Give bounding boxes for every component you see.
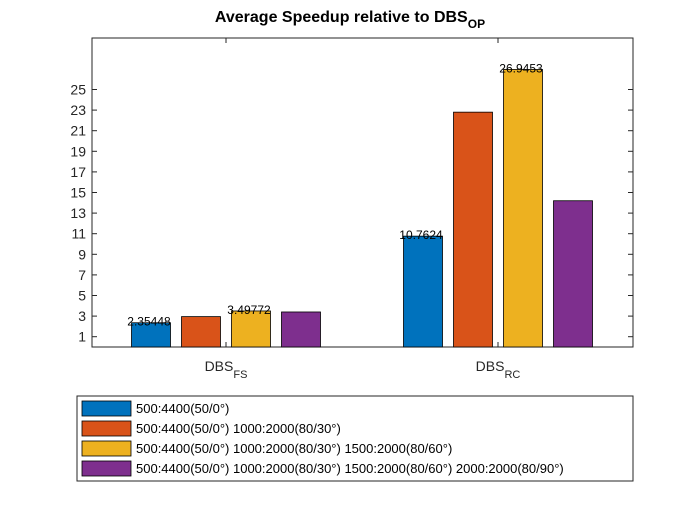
- y-tick-label: 1: [78, 329, 86, 345]
- bar: [181, 316, 221, 348]
- y-tick-label: 3: [78, 308, 86, 324]
- legend-swatch: [81, 420, 132, 437]
- chart-title-main: Average Speedup relative to DBS: [215, 9, 468, 26]
- y-tick-label: 7: [78, 267, 86, 283]
- data-label: 3.49772: [227, 303, 271, 317]
- x-tick-label-main: DBS: [205, 358, 234, 374]
- data-label: 2.35448: [127, 315, 171, 329]
- legend-swatch: [81, 460, 132, 477]
- legend-swatch: [81, 440, 132, 457]
- bars: [131, 69, 593, 348]
- data-label: 26.9453: [499, 61, 543, 75]
- data-label: 10.7624: [399, 228, 443, 242]
- bar: [403, 235, 443, 348]
- bar: [281, 311, 321, 348]
- legend-label: 500:4400(50/0°) 1000:2000(80/30°) 1500:2…: [136, 441, 452, 456]
- data-labels: 2.35448 3.49772 10.7624 26.9453: [127, 61, 543, 328]
- chart-title-subscript: OP: [468, 17, 485, 31]
- legend-label: 500:4400(50/0°): [136, 401, 229, 416]
- legend-box: [76, 395, 634, 482]
- x-tick-label-main: DBS: [476, 358, 505, 374]
- bar: [553, 200, 593, 348]
- legend-swatch: [81, 400, 132, 417]
- plot-area: [91, 37, 634, 348]
- y-tick-label: 11: [71, 226, 86, 242]
- legend-label: 500:4400(50/0°) 1000:2000(80/30°) 1500:2…: [136, 461, 564, 476]
- y-tick-label: 5: [78, 288, 86, 304]
- x-tick-label: DBSFS: [205, 358, 248, 381]
- y-tick-label: 19: [70, 143, 86, 159]
- legend-label: 500:4400(50/0°) 1000:2000(80/30°): [136, 421, 341, 436]
- legend: 500:4400(50/0°) 500:4400(50/0°) 1000:2000…: [76, 395, 634, 482]
- y-tick-label: 21: [70, 123, 86, 139]
- y-tick-label: 23: [70, 102, 86, 118]
- bar: [231, 310, 271, 348]
- y-tick-label: 17: [70, 164, 86, 180]
- bar: [131, 322, 171, 348]
- y-tick-label: 9: [78, 246, 86, 262]
- y-tick-label: 15: [70, 185, 86, 201]
- y-tick-label: 25: [70, 82, 86, 98]
- bar: [453, 111, 493, 348]
- chart-title: Average Speedup relative to DBSOP: [215, 9, 485, 31]
- bar: [503, 69, 543, 348]
- y-tick-label: 13: [70, 205, 86, 221]
- x-tick-label-subscript: RC: [504, 369, 520, 381]
- x-tick-label-subscript: FS: [233, 369, 247, 381]
- x-tick-label: DBSRC: [476, 358, 521, 381]
